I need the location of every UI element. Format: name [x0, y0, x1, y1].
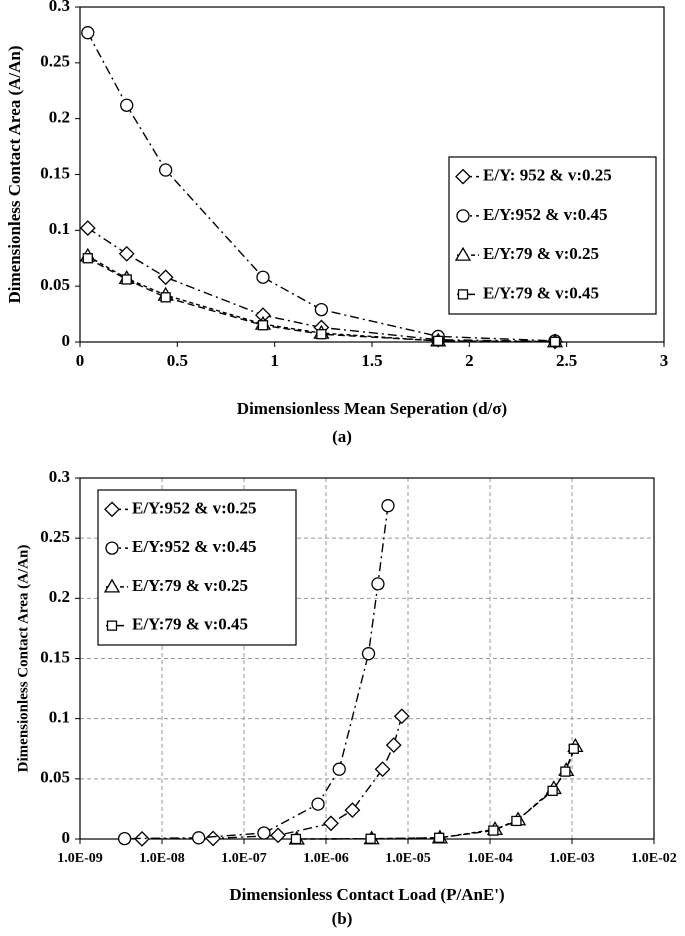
y-tick-label: 0 — [62, 331, 71, 350]
legend-label: E/Y:952 & v:0.45 — [132, 537, 257, 556]
legend-marker — [454, 246, 472, 261]
x-axis-label: Dimensionless Contact Load (P/AnE') — [229, 885, 504, 904]
legend-box — [97, 489, 297, 646]
marker — [82, 253, 93, 264]
marker — [256, 270, 270, 284]
legend-marker — [104, 501, 120, 518]
marker — [79, 220, 96, 237]
legend-marker — [103, 578, 121, 593]
legend-label: E/Y:79 & v:0.25 — [132, 576, 248, 595]
y-tick-label: 0.15 — [40, 163, 70, 182]
x-tick-label: 1.5 — [361, 351, 382, 370]
marker — [205, 830, 222, 847]
legend-label: E/Y:79 & v:0.45 — [132, 615, 248, 634]
marker — [393, 708, 410, 725]
y-tick-label: 0.25 — [40, 52, 70, 71]
marker — [488, 825, 499, 836]
x-tick-label: 0 — [76, 351, 85, 370]
marker — [434, 832, 445, 843]
series-line — [295, 748, 575, 840]
marker — [311, 797, 325, 811]
marker — [371, 577, 385, 591]
x-tick-label: 1.0E-02 — [631, 851, 677, 866]
marker — [361, 647, 376, 661]
y-tick-label: 0.2 — [49, 108, 70, 127]
y-tick-label: 0.15 — [40, 647, 70, 666]
marker — [316, 329, 327, 340]
marker — [160, 292, 171, 303]
y-tick-label: 0.2 — [49, 587, 70, 606]
legend-label: E/Y:952 & v:0.25 — [132, 498, 257, 517]
marker — [323, 815, 339, 832]
marker — [157, 269, 174, 286]
marker — [270, 827, 286, 844]
legend-label: E/Y:79 & v:0.45 — [483, 283, 599, 302]
caption: (a) — [332, 427, 352, 446]
marker — [120, 98, 134, 112]
x-tick-label: 1.0E-07 — [221, 851, 267, 866]
y-tick-label: 0.1 — [49, 219, 70, 238]
marker — [81, 26, 95, 40]
legend-label: E/Y:79 & v:0.25 — [483, 244, 599, 263]
marker — [381, 499, 395, 513]
marker — [547, 785, 558, 797]
legend-label: E/Y:952 & v:0.45 — [483, 205, 608, 224]
y-tick-label: 0.25 — [40, 527, 70, 546]
marker — [365, 833, 376, 844]
y-tick-label: 0.3 — [49, 0, 70, 15]
marker — [332, 762, 346, 776]
marker — [560, 766, 571, 777]
series-line — [141, 716, 403, 840]
caption: (b) — [332, 909, 353, 928]
marker — [374, 761, 391, 778]
series-line — [124, 505, 389, 840]
x-tick-label: 1.0E-09 — [57, 851, 103, 866]
legend-marker — [455, 168, 471, 185]
x-tick-label: 2 — [465, 351, 474, 370]
marker — [314, 302, 329, 317]
x-tick-label: 1.0E-06 — [303, 851, 349, 866]
y-tick-label: 0.1 — [49, 708, 70, 727]
marker — [433, 335, 444, 347]
x-tick-label: 1.0E-04 — [467, 851, 513, 866]
marker — [134, 830, 150, 847]
marker — [118, 245, 135, 262]
marker — [511, 815, 522, 827]
marker — [568, 743, 579, 754]
x-tick-label: 3 — [660, 351, 669, 370]
marker — [159, 163, 173, 177]
x-tick-label: 1 — [270, 351, 279, 370]
legend-marker — [456, 209, 470, 223]
marker — [290, 833, 302, 845]
y-tick-label: 0 — [62, 828, 71, 847]
marker — [192, 831, 206, 845]
series-line — [296, 746, 577, 840]
marker — [117, 831, 132, 846]
legend-label: E/Y: 952 & v:0.25 — [483, 166, 612, 185]
legend-marker — [105, 541, 119, 555]
y-axis-label: Dimensionless Contact Area (A/An) — [5, 46, 24, 304]
marker — [385, 737, 402, 754]
x-tick-label: 2.5 — [556, 351, 577, 370]
legend-marker — [106, 620, 118, 631]
marker — [121, 274, 132, 285]
legend-box — [448, 156, 657, 315]
y-axis-label: Dimensionless Contact Area (A/An) — [15, 545, 31, 773]
x-tick-label: 1.0E-05 — [385, 851, 431, 866]
x-tick-label: 0.5 — [167, 351, 188, 370]
x-tick-label: 1.0E-03 — [549, 851, 595, 866]
marker — [549, 336, 561, 347]
marker — [257, 826, 271, 840]
y-tick-label: 0.05 — [40, 275, 70, 294]
marker — [344, 802, 361, 819]
x-axis-label: Dimensionless Mean Seperation (d/σ) — [237, 399, 507, 418]
marker — [257, 320, 269, 331]
y-tick-label: 0.05 — [40, 768, 70, 787]
x-tick-label: 1.0E-08 — [139, 851, 185, 866]
y-tick-label: 0.3 — [49, 467, 70, 486]
legend-marker — [457, 289, 469, 300]
